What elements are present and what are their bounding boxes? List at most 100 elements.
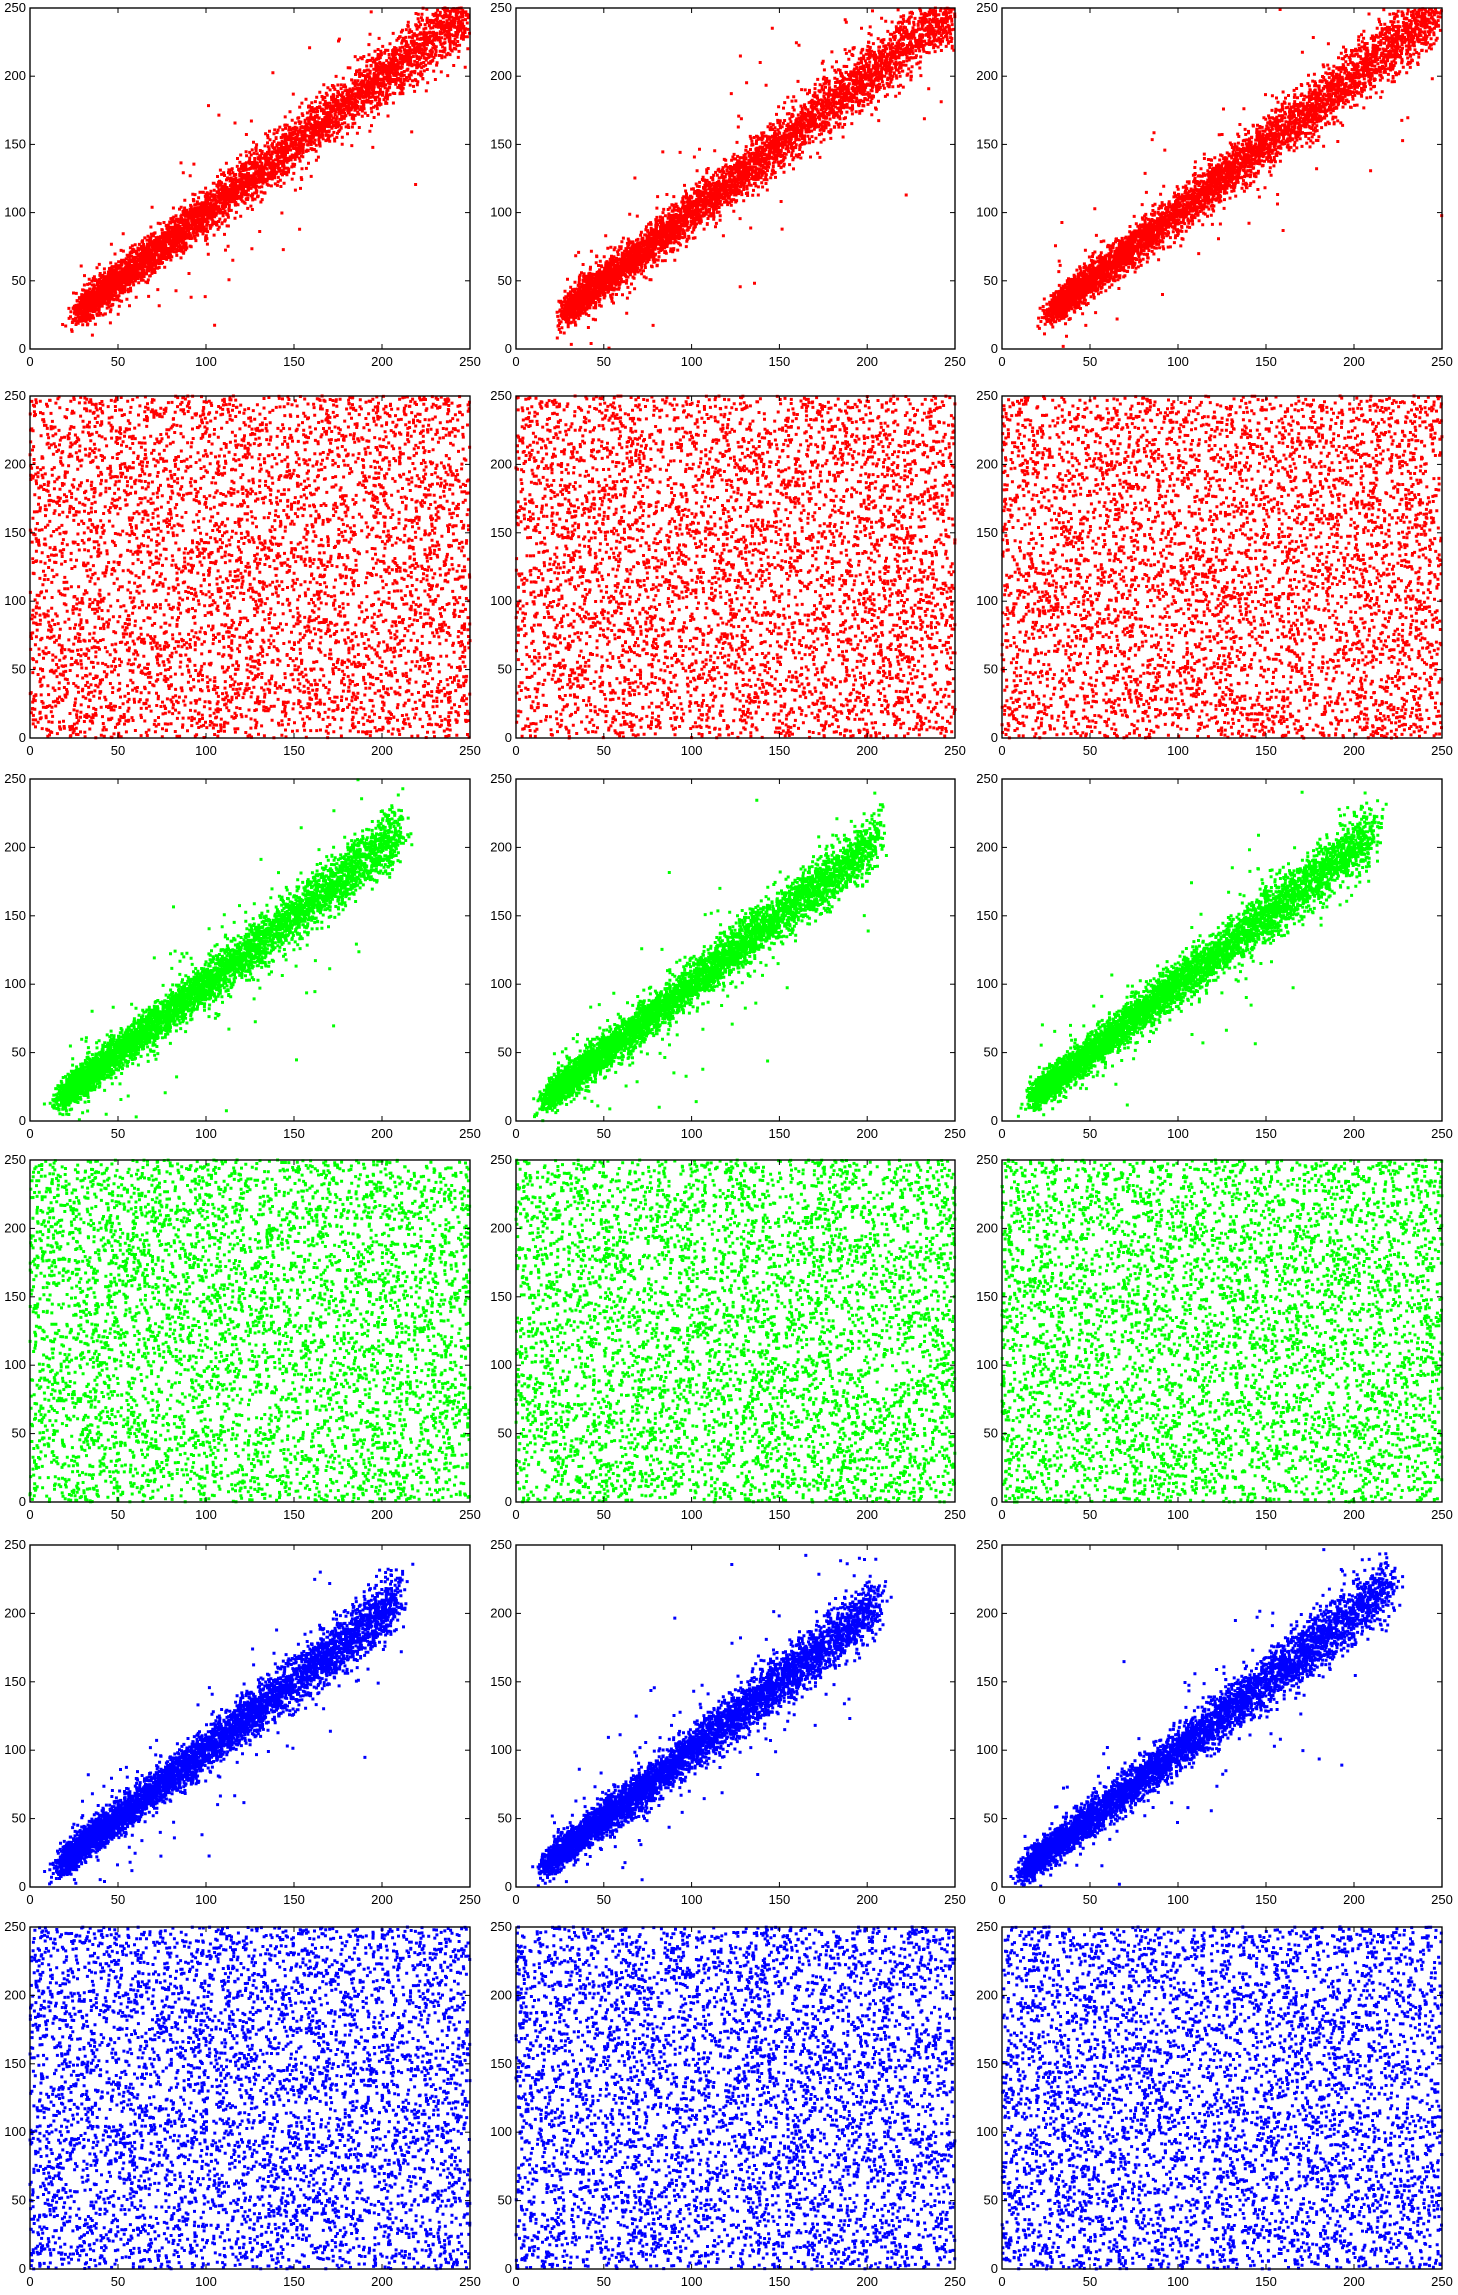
y-tick: 150	[976, 525, 1442, 540]
y-tick: 200	[4, 1605, 470, 1620]
x-tick-label: 150	[769, 1507, 791, 1522]
y-tick: 100	[4, 976, 470, 991]
x-tick: 250	[459, 396, 481, 758]
x-tick: 250	[459, 1160, 481, 1522]
x-tick: 0	[26, 779, 34, 1141]
x-tick: 150	[283, 1545, 305, 1907]
plot-border	[29, 778, 471, 1122]
y-tick-label: 50	[498, 2193, 512, 2208]
y-tick-label: 200	[4, 1220, 26, 1235]
x-tick-label: 250	[1431, 354, 1453, 369]
y-tick: 50	[984, 1811, 1442, 1826]
plot-border	[1001, 778, 1443, 1122]
y-tick: 0	[19, 1113, 470, 1128]
y-tick: 50	[12, 1045, 470, 1060]
data-points	[1000, 1925, 1444, 2271]
y-tick-label: 200	[490, 1605, 512, 1620]
plot-border	[29, 7, 471, 350]
y-tick-label: 250	[490, 388, 512, 403]
scatter-svg: 0 50 100 150 200 250 0 50 100 150 200 250	[4, 388, 481, 758]
data-points	[1009, 1548, 1405, 1888]
y-tick: 250	[4, 1537, 470, 1552]
x-tick: 0	[26, 1160, 34, 1522]
y-tick-label: 100	[490, 1357, 512, 1372]
y-tick: 0	[505, 1879, 955, 1894]
x-tick-label: 50	[111, 2274, 125, 2289]
y-tick-label: 100	[976, 976, 998, 991]
x-tick: 100	[1167, 779, 1189, 1141]
x-tick-label: 150	[283, 1507, 305, 1522]
x-tick-label: 200	[856, 2274, 878, 2289]
y-tick-label: 250	[976, 0, 998, 15]
x-tick: 0	[512, 8, 520, 369]
y-tick-label: 100	[490, 205, 512, 220]
x-tick: 50	[111, 1927, 125, 2289]
y-tick: 100	[490, 1357, 955, 1372]
y-tick-label: 50	[984, 1811, 998, 1826]
scatter-svg: 0 50 100 150 200 250 0 50 100 150 200 250	[490, 1152, 966, 1522]
x-tick: 200	[371, 8, 393, 369]
y-tick: 50	[498, 273, 955, 288]
plot-frame	[515, 1159, 956, 1503]
x-tick-label: 100	[1167, 743, 1189, 758]
y-tick: 150	[976, 1289, 1442, 1304]
x-tick: 0	[26, 8, 34, 369]
x-tick: 150	[769, 1160, 791, 1522]
x-tick-label: 100	[1167, 354, 1189, 369]
x-tick: 0	[998, 1927, 1006, 2289]
y-tick: 200	[4, 1220, 470, 1235]
x-tick: 100	[681, 8, 702, 369]
y-tick-label: 0	[19, 1879, 26, 1894]
y-tick-label: 100	[490, 593, 512, 608]
x-tick-label: 0	[26, 354, 33, 369]
x-tick: 150	[283, 779, 305, 1141]
x-tick: 100	[195, 1545, 217, 1907]
scatter-panel-r5-c1: 0 50 100 150 200 250 0 50 100 150 200 250	[0, 1537, 481, 1913]
y-tick: 200	[490, 1220, 955, 1235]
x-tick: 0	[998, 396, 1006, 758]
y-tick-label: 50	[12, 1426, 26, 1441]
x-tick-label: 100	[195, 1892, 217, 1907]
x-tick-label: 0	[26, 743, 33, 758]
x-tick-label: 250	[459, 1892, 481, 1907]
x-tick-label: 50	[1083, 1507, 1097, 1522]
y-tick-label: 0	[505, 1113, 512, 1128]
y-tick-label: 250	[4, 1152, 26, 1167]
scatter-svg: 0 50 100 150 200 250 0 50 100 150 200 250	[490, 1919, 966, 2289]
scatter-svg: 0 50 100 150 200 250 0 50 100 150 200 250	[4, 1919, 481, 2289]
y-tick: 200	[976, 68, 1442, 83]
x-tick-label: 200	[371, 354, 393, 369]
y-tick-label: 150	[976, 1674, 998, 1689]
data-points	[61, 6, 471, 337]
y-tick-label: 200	[4, 456, 26, 471]
y-tick-label: 50	[984, 1426, 998, 1441]
x-tick: 150	[1255, 1927, 1277, 2289]
x-tick-label: 100	[195, 743, 217, 758]
scatter-panel-r6-c2: 0 50 100 150 200 250 0 50 100 150 200 250	[484, 1919, 966, 2295]
scatter-panel-r5-c3: 0 50 100 150 200 250 0 50 100 150 200 250	[970, 1537, 1453, 1913]
x-tick-label: 50	[1083, 2274, 1097, 2289]
y-tick-label: 200	[4, 68, 26, 83]
y-tick-label: 150	[4, 1289, 26, 1304]
x-tick: 250	[944, 1545, 966, 1907]
x-tick-label: 250	[459, 354, 481, 369]
y-tick-label: 250	[490, 1152, 512, 1167]
point-cloud	[531, 1553, 893, 1888]
x-tick-label: 100	[1167, 1126, 1189, 1141]
x-tick-label: 100	[681, 1126, 703, 1141]
y-tick: 200	[4, 456, 470, 471]
x-tick-label: 50	[597, 1892, 611, 1907]
x-tick: 100	[681, 1927, 702, 2289]
y-tick: 0	[505, 2261, 955, 2276]
y-tick-label: 0	[991, 1494, 998, 1509]
x-tick-label: 50	[111, 1892, 125, 1907]
x-tick-label: 100	[195, 1126, 217, 1141]
y-tick: 150	[4, 1289, 470, 1304]
x-tick: 50	[111, 1545, 125, 1907]
scatter-panel-r6-c1: 0 50 100 150 200 250 0 50 100 150 200 250	[0, 1919, 481, 2295]
y-tick-label: 50	[12, 2193, 26, 2208]
y-tick: 50	[498, 1426, 955, 1441]
x-tick: 100	[681, 1545, 702, 1907]
y-tick-label: 0	[505, 730, 512, 745]
scatter-svg: 0 50 100 150 200 250 0 50 100 150 200 250	[490, 0, 966, 369]
